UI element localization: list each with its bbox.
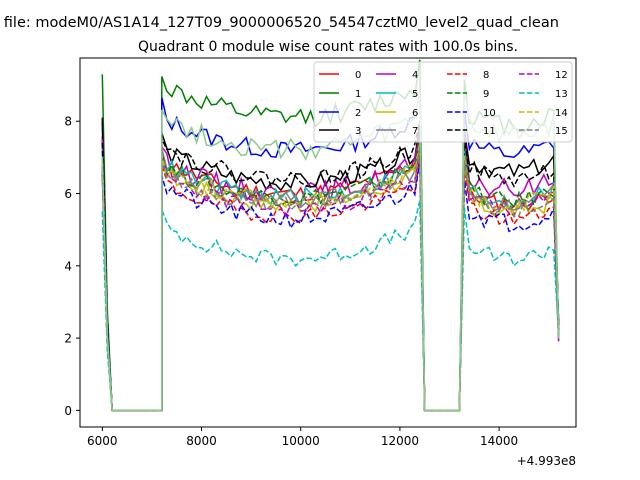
y-tick-label: 2 (64, 332, 72, 346)
legend-label-10: 10 (483, 108, 496, 119)
figure-suptitle: n file: modeM0/AS1A14_127T09_9000006520_… (0, 15, 559, 31)
x-tick-label: 12000 (381, 434, 419, 448)
legend-label-9: 9 (483, 89, 489, 100)
legend-label-15: 15 (555, 126, 568, 137)
legend-label-2: 2 (355, 108, 361, 119)
y-axis: 0 2 4 6 8 (64, 115, 80, 418)
x-tick-label: 8000 (186, 434, 217, 448)
series-line-3 (101, 117, 560, 412)
legend-label-4: 4 (412, 70, 418, 81)
y-tick-label: 6 (64, 187, 72, 201)
x-offset-text: +4.993e8 (517, 454, 576, 468)
series-line-11 (101, 121, 560, 412)
series-line-4 (101, 135, 560, 412)
series-line-13 (101, 200, 560, 412)
plot-lines (101, 59, 560, 412)
x-tick-label: 6000 (87, 434, 118, 448)
legend-label-8: 8 (483, 70, 489, 81)
series-line-15 (101, 146, 560, 412)
legend-label-11: 11 (483, 126, 496, 137)
x-tick-label: 10000 (282, 434, 320, 448)
x-axis: 6000 8000 10000 12000 14000 (87, 427, 518, 448)
axes-frame (79, 57, 577, 428)
series-line-9 (101, 139, 560, 412)
legend-label-7: 7 (412, 126, 418, 137)
legend-label-5: 5 (412, 89, 418, 100)
chart-title: Quadrant 0 module wise count rates with … (138, 39, 518, 55)
series-line-8 (101, 157, 560, 412)
y-tick-label: 8 (64, 115, 72, 129)
legend-label-0: 0 (355, 70, 361, 81)
legend-label-12: 12 (555, 70, 568, 81)
series-line-2 (101, 92, 560, 412)
legend-label-3: 3 (355, 126, 361, 137)
legend-label-1: 1 (355, 89, 361, 100)
series-line-7 (101, 142, 560, 412)
y-tick-label: 4 (64, 259, 72, 273)
legend-label-13: 13 (555, 89, 568, 100)
series-line-10 (101, 160, 560, 412)
legend-label-6: 6 (412, 108, 418, 119)
legend-frame (313, 61, 573, 143)
series-line-12 (101, 150, 560, 412)
y-tick-label: 0 (64, 404, 72, 418)
series-line-6 (101, 146, 560, 412)
x-tick-label: 14000 (480, 434, 518, 448)
legend-label-14: 14 (555, 108, 568, 119)
